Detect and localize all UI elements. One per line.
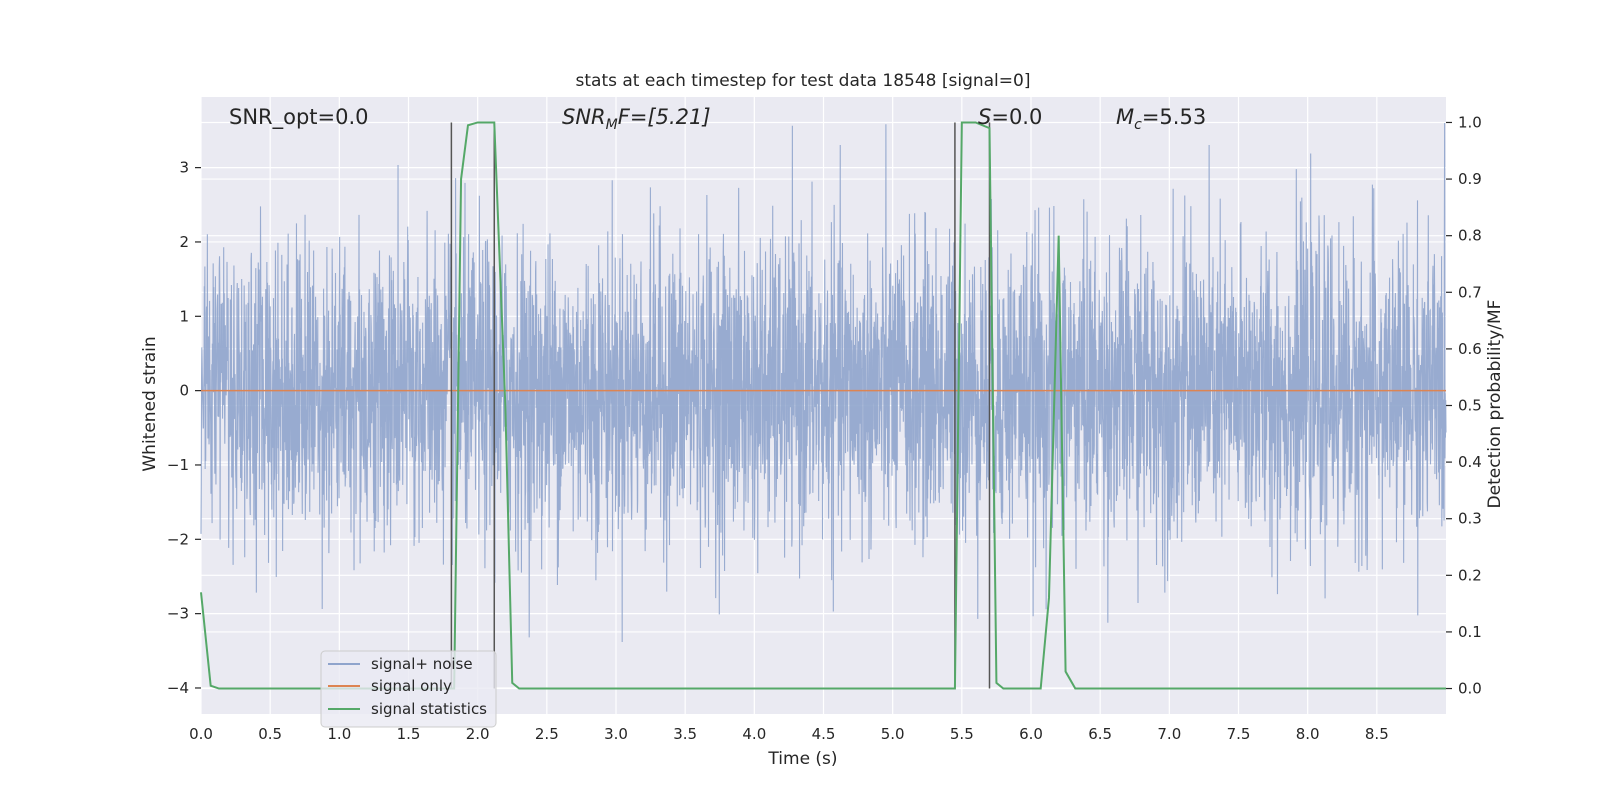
annotation-s-value: =0.0 xyxy=(991,105,1042,129)
annotation-mc-subscript: c xyxy=(1134,117,1142,133)
x-tick-label-13: 6.5 xyxy=(1088,725,1112,743)
legend: signal+ noise signal only signal statist… xyxy=(320,650,497,728)
annotation-snr-mf-subscript: M xyxy=(606,117,618,133)
x-tick-label-12: 6.0 xyxy=(1019,725,1043,743)
x-tick-label-1: 0.5 xyxy=(258,725,282,743)
x-tick-label-6: 3.0 xyxy=(604,725,628,743)
left-y-tick-label-4: 0 xyxy=(179,382,189,400)
line-signal-statistics xyxy=(200,121,1446,690)
legend-label-signal-plus-noise: signal+ noise xyxy=(371,655,473,673)
left-y-tick-label-7: 3 xyxy=(179,159,189,177)
series-signal-plus-noise xyxy=(200,123,1447,643)
series-signal-statistics xyxy=(200,121,1446,690)
x-tick-label-7: 3.5 xyxy=(673,725,697,743)
right-y-tick-label-1: 0.1 xyxy=(1458,623,1482,641)
right-y-tick-label-9: 0.9 xyxy=(1458,170,1482,188)
x-tick-label-3: 1.5 xyxy=(397,725,421,743)
x-tick-label-17: 8.5 xyxy=(1365,725,1389,743)
annotation-snr-mf-value: F=[5.21] xyxy=(618,105,711,129)
annotation-snr-mf-symbol: SNR xyxy=(562,105,606,129)
x-tick-label-5: 2.5 xyxy=(535,725,559,743)
x-tick-label-9: 4.5 xyxy=(812,725,836,743)
legend-label-signal-statistics: signal statistics xyxy=(371,700,487,718)
right-y-tick-label-10: 1.0 xyxy=(1458,113,1482,131)
right-y-tick-label-8: 0.8 xyxy=(1458,227,1482,245)
x-axis-ticks: 0.0 0.5 1.0 1.5 2.0 2.5 3.0 3.5 4.0 4.5 5.0 5.5 6.0 6… xyxy=(189,725,1389,743)
right-y-tick-label-2: 0.2 xyxy=(1458,566,1482,584)
annotation-snr-opt: SNR_opt=0.0 xyxy=(229,105,369,130)
left-y-tick-label-1: −3 xyxy=(167,605,189,623)
right-y-tick-label-0: 0.0 xyxy=(1458,680,1482,698)
annotation-mc-symbol: M xyxy=(1116,105,1134,129)
x-tick-label-14: 7.0 xyxy=(1157,725,1181,743)
left-y-tick-label-5: 1 xyxy=(179,307,189,325)
x-tick-label-0: 0.0 xyxy=(189,725,213,743)
left-y-tick-label-3: −1 xyxy=(167,456,189,474)
legend-label-signal-only: signal only xyxy=(371,677,452,695)
left-y-axis-ticks: −4 −3 −2 −1 0 1 2 3 xyxy=(167,159,201,697)
right-y-tick-label-3: 0.3 xyxy=(1458,510,1482,528)
x-tick-label-10: 5.0 xyxy=(881,725,905,743)
right-y-tick-label-5: 0.5 xyxy=(1458,397,1482,415)
left-y-tick-label-2: −2 xyxy=(167,530,189,548)
x-axis-label: Time (s) xyxy=(767,749,837,769)
right-y-axis-ticks: 0.0 0.1 0.2 0.3 0.4 0.5 0.6 0.7 0.8 0.9 1.0 xyxy=(1446,113,1482,698)
chart-title: stats at each timestep for test data 185… xyxy=(576,71,1031,91)
line-signal-plus-noise xyxy=(200,123,1447,643)
x-tick-label-16: 8.0 xyxy=(1296,725,1320,743)
annotation-snr-mf: SNRMF=[5.21] xyxy=(562,105,711,133)
right-y-axis-label: Detection probability/MF xyxy=(1485,300,1505,509)
vertical-markers xyxy=(450,122,991,689)
left-y-tick-label-0: −4 xyxy=(167,679,189,697)
annotation-mc: Mc=5.53 xyxy=(1116,105,1206,133)
right-y-tick-label-6: 0.6 xyxy=(1458,340,1482,358)
annotation-mc-value: =5.53 xyxy=(1142,105,1206,129)
x-tick-label-15: 7.5 xyxy=(1227,725,1251,743)
legend-box xyxy=(320,650,497,728)
right-y-tick-label-4: 0.4 xyxy=(1458,453,1482,471)
x-tick-label-8: 4.0 xyxy=(742,725,766,743)
x-tick-label-11: 5.5 xyxy=(950,725,974,743)
annotation-s-symbol: S xyxy=(978,105,991,129)
x-tick-label-2: 1.0 xyxy=(327,725,351,743)
left-y-tick-label-6: 2 xyxy=(179,233,189,251)
left-y-axis-label: Whitened strain xyxy=(140,336,160,471)
right-y-tick-label-7: 0.7 xyxy=(1458,283,1482,301)
annotation-s: S=0.0 xyxy=(978,105,1042,129)
x-tick-label-4: 2.0 xyxy=(466,725,490,743)
